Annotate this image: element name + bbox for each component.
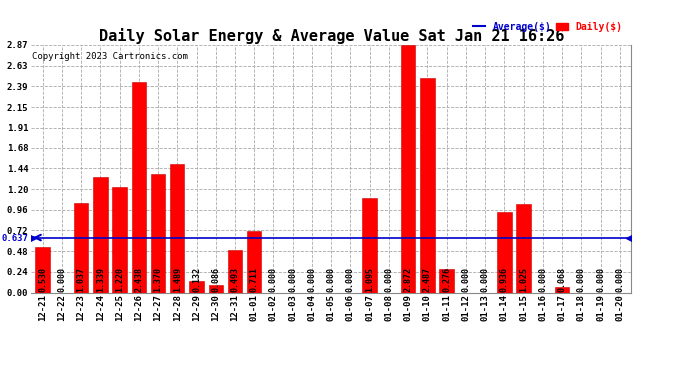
Text: 0.000: 0.000 [326, 267, 336, 292]
Bar [74, 203, 88, 292]
Bar [151, 174, 165, 292]
Text: 0.936: 0.936 [500, 267, 509, 292]
Bar [401, 45, 415, 292]
Bar [208, 285, 223, 292]
Text: 0.000: 0.000 [538, 267, 547, 292]
Text: 0.000: 0.000 [288, 267, 297, 292]
Text: 1.220: 1.220 [115, 267, 124, 292]
Text: 2.872: 2.872 [404, 267, 413, 292]
Bar [132, 82, 146, 292]
Text: 0.000: 0.000 [615, 267, 624, 292]
Text: 1.025: 1.025 [519, 267, 528, 292]
Text: 1.339: 1.339 [96, 267, 105, 292]
Text: 2.487: 2.487 [423, 267, 432, 292]
Text: 1.489: 1.489 [172, 267, 181, 292]
Text: 1.095: 1.095 [365, 267, 374, 292]
Bar [516, 204, 531, 292]
Text: 0.711: 0.711 [250, 267, 259, 292]
Text: 1.370: 1.370 [154, 267, 163, 292]
Bar [35, 247, 50, 292]
Text: 2.438: 2.438 [135, 267, 144, 292]
Text: 0.000: 0.000 [596, 267, 605, 292]
Bar [112, 187, 127, 292]
Bar [228, 250, 242, 292]
Bar [189, 281, 204, 292]
Text: 0.132: 0.132 [192, 267, 201, 292]
Text: 0.000: 0.000 [462, 267, 471, 292]
Text: 0.000: 0.000 [269, 267, 278, 292]
Bar [247, 231, 262, 292]
Text: 0.000: 0.000 [57, 267, 66, 292]
Text: 0.493: 0.493 [230, 267, 239, 292]
Text: 0.000: 0.000 [308, 267, 317, 292]
Text: 0.000: 0.000 [577, 267, 586, 292]
Title: Daily Solar Energy & Average Value Sat Jan 21 16:26: Daily Solar Energy & Average Value Sat J… [99, 28, 564, 44]
Legend: Average($), Daily($): Average($), Daily($) [469, 18, 627, 36]
Bar [93, 177, 108, 292]
Bar [440, 269, 454, 292]
Text: 0.000: 0.000 [384, 267, 393, 292]
Text: 1.037: 1.037 [77, 267, 86, 292]
Text: 0.276: 0.276 [442, 267, 451, 292]
Bar [555, 286, 569, 292]
Bar [170, 164, 184, 292]
Bar [420, 78, 435, 292]
Text: 0.086: 0.086 [211, 267, 220, 292]
Text: 0.000: 0.000 [346, 267, 355, 292]
Bar [497, 212, 511, 292]
Bar [362, 198, 377, 292]
Text: 0.000: 0.000 [481, 267, 490, 292]
Text: Copyright 2023 Cartronics.com: Copyright 2023 Cartronics.com [32, 53, 188, 62]
Text: 0.068: 0.068 [558, 267, 566, 292]
Text: 0.530: 0.530 [38, 267, 47, 292]
